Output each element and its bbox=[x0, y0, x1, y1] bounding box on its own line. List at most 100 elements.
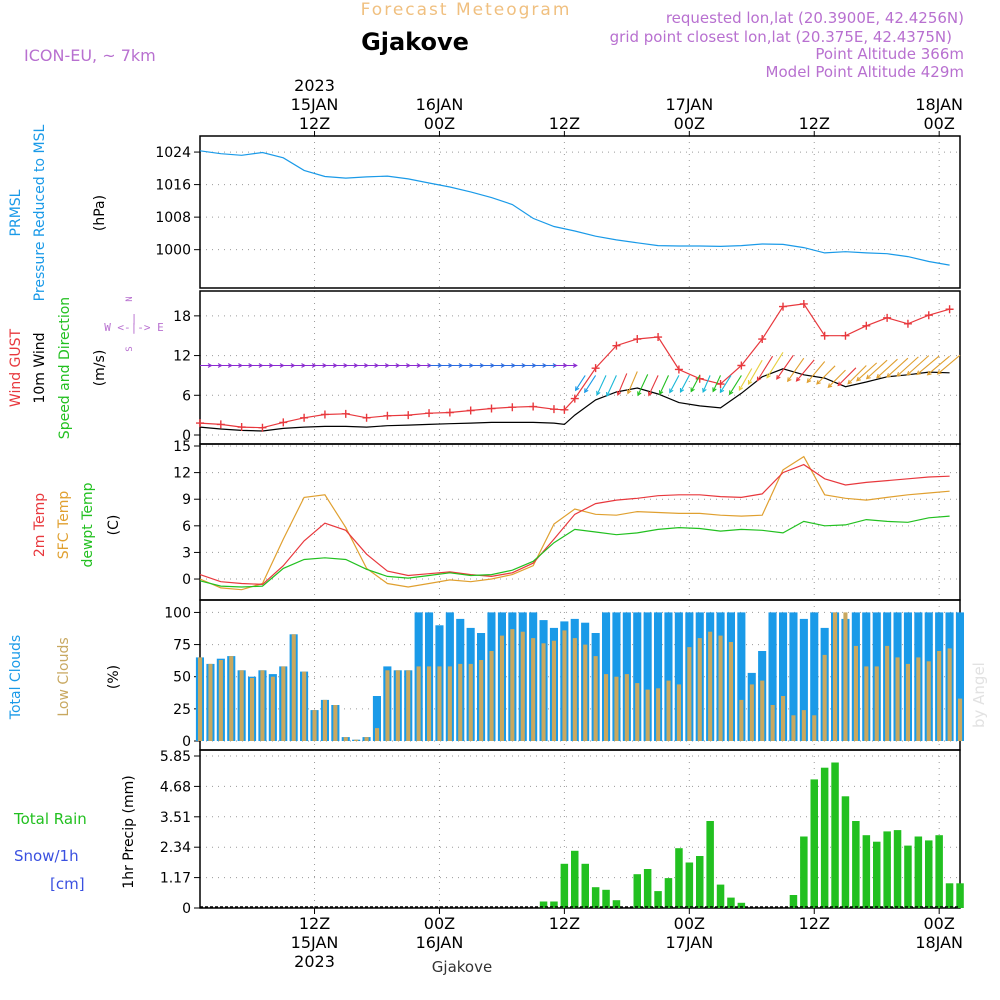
total-cloud-bar bbox=[955, 612, 964, 741]
gust-marker bbox=[383, 411, 392, 420]
low-cloud-bar bbox=[468, 663, 473, 741]
wind-direction-arrow bbox=[679, 375, 690, 394]
wind-speed-line bbox=[199, 368, 950, 432]
total-cloud-bar bbox=[674, 612, 683, 741]
low-cloud-bar bbox=[479, 660, 484, 741]
gust-marker bbox=[716, 380, 725, 389]
top-axis-label: 18JAN bbox=[915, 95, 963, 114]
low-cloud-bar bbox=[333, 705, 338, 741]
wind-gust-label: Wind GUST bbox=[8, 328, 24, 407]
rain-bar bbox=[737, 902, 746, 908]
bottom-axis-label: 2023 bbox=[294, 952, 335, 971]
wind-direction-arrow bbox=[865, 359, 888, 380]
low-cloud-bar bbox=[666, 680, 671, 741]
y-tick-label: 12 bbox=[173, 349, 191, 365]
wind-direction-arrow bbox=[876, 358, 898, 379]
temp-2m-line bbox=[199, 463, 950, 586]
gust-marker bbox=[216, 420, 225, 429]
gust-marker bbox=[612, 341, 621, 350]
rain-bar bbox=[664, 878, 673, 908]
low-cloud-bar bbox=[676, 684, 681, 741]
low-cloud-bar bbox=[416, 666, 421, 741]
y-tick-label: 1008 bbox=[155, 210, 191, 226]
rain-bar bbox=[675, 848, 683, 908]
rain-bar bbox=[591, 887, 600, 908]
gust-marker bbox=[508, 403, 517, 412]
clouds-unit: (%) bbox=[106, 665, 122, 689]
low-cloud-bar bbox=[874, 666, 879, 741]
low-cloud-bar bbox=[302, 671, 307, 741]
low-cloud-bar bbox=[760, 680, 765, 741]
wind-direction-arrow bbox=[574, 375, 586, 392]
wind-direction-arrow bbox=[252, 363, 264, 368]
low-cloud-bar bbox=[489, 651, 494, 741]
low-cloud-bar bbox=[551, 640, 556, 741]
rain-bar bbox=[852, 821, 860, 908]
point-altitude: Point Altitude 366m bbox=[815, 45, 964, 63]
bottom-axis-label: 18JAN bbox=[915, 933, 963, 952]
compass-south: S bbox=[125, 346, 135, 351]
low-cloud-bar bbox=[364, 737, 369, 741]
low-cloud-bar bbox=[218, 660, 223, 741]
gust-marker bbox=[425, 409, 434, 418]
y-tick-label: 0 bbox=[182, 901, 191, 917]
credit-watermark: by Angel bbox=[970, 662, 988, 728]
low-cloud-bar bbox=[708, 631, 713, 741]
low-cloud-bar bbox=[812, 715, 817, 741]
low-cloud-bar bbox=[843, 612, 848, 741]
top-axis-label: 00Z bbox=[424, 114, 455, 133]
gust-marker bbox=[196, 419, 204, 428]
rain-bar bbox=[893, 830, 902, 908]
low-cloud-bar bbox=[656, 688, 661, 741]
wind-direction-arrow bbox=[795, 359, 815, 382]
top-axis-label: 17JAN bbox=[665, 95, 713, 114]
y-tick-label: 0 bbox=[182, 572, 191, 588]
low-cloud-bar bbox=[572, 638, 577, 741]
low-cloud-bar bbox=[895, 657, 900, 741]
rain-bar bbox=[550, 901, 558, 908]
low-cloud-bar bbox=[437, 666, 442, 741]
total-cloud-bar bbox=[789, 612, 798, 741]
wind-direction-arrow bbox=[304, 363, 317, 368]
gust-marker bbox=[404, 411, 413, 420]
compass-east-west: W <-|-> E bbox=[104, 321, 164, 334]
snow-unit-label: [cm] bbox=[50, 875, 85, 893]
total-cloud-bar bbox=[643, 612, 652, 741]
wind-direction-arrow bbox=[626, 371, 638, 395]
rain-bar bbox=[602, 889, 610, 908]
wind-direction-arrow bbox=[324, 363, 338, 368]
low-cloud-bar bbox=[885, 645, 890, 741]
rain-bar bbox=[841, 796, 850, 908]
top-axis-label: 00Z bbox=[924, 114, 955, 133]
gust-marker bbox=[862, 321, 871, 330]
gust-marker bbox=[570, 394, 579, 403]
gust-marker bbox=[529, 402, 538, 411]
gust-marker bbox=[799, 299, 808, 308]
y-tick-label: 3.51 bbox=[160, 810, 191, 826]
panel-frame bbox=[199, 135, 961, 289]
wind-direction-arrow bbox=[896, 356, 919, 377]
rain-bar bbox=[696, 856, 704, 908]
footer-location: Gjakove bbox=[432, 958, 492, 976]
precipitation-panel: Total Rain Snow/1h [cm] 1hr Precip (mm) … bbox=[13, 749, 964, 917]
wind-10m-label: 10m Wind bbox=[32, 332, 48, 403]
pressure-line bbox=[199, 150, 950, 266]
y-tick-label: 15 bbox=[173, 439, 191, 455]
wind-direction-arrow bbox=[712, 375, 721, 393]
y-tick-label: 75 bbox=[173, 638, 191, 654]
y-tick-label: 3 bbox=[182, 545, 191, 561]
wind-direction-arrow bbox=[847, 365, 867, 385]
low-cloud-bar bbox=[614, 676, 619, 741]
gust-marker bbox=[258, 423, 267, 432]
gust-marker bbox=[320, 410, 329, 419]
total-cloud-bar bbox=[768, 612, 777, 741]
rain-bar bbox=[904, 845, 912, 908]
grid-point-coordinates: grid point closest lon,lat (20.375E, 42.… bbox=[610, 28, 952, 46]
wind-direction-arrow bbox=[397, 363, 412, 368]
y-tick-label: 1000 bbox=[155, 243, 191, 259]
total-cloud-bar bbox=[654, 612, 663, 741]
gust-marker bbox=[633, 335, 642, 344]
wind-direction-arrow bbox=[926, 355, 950, 376]
rain-bar bbox=[810, 779, 818, 908]
